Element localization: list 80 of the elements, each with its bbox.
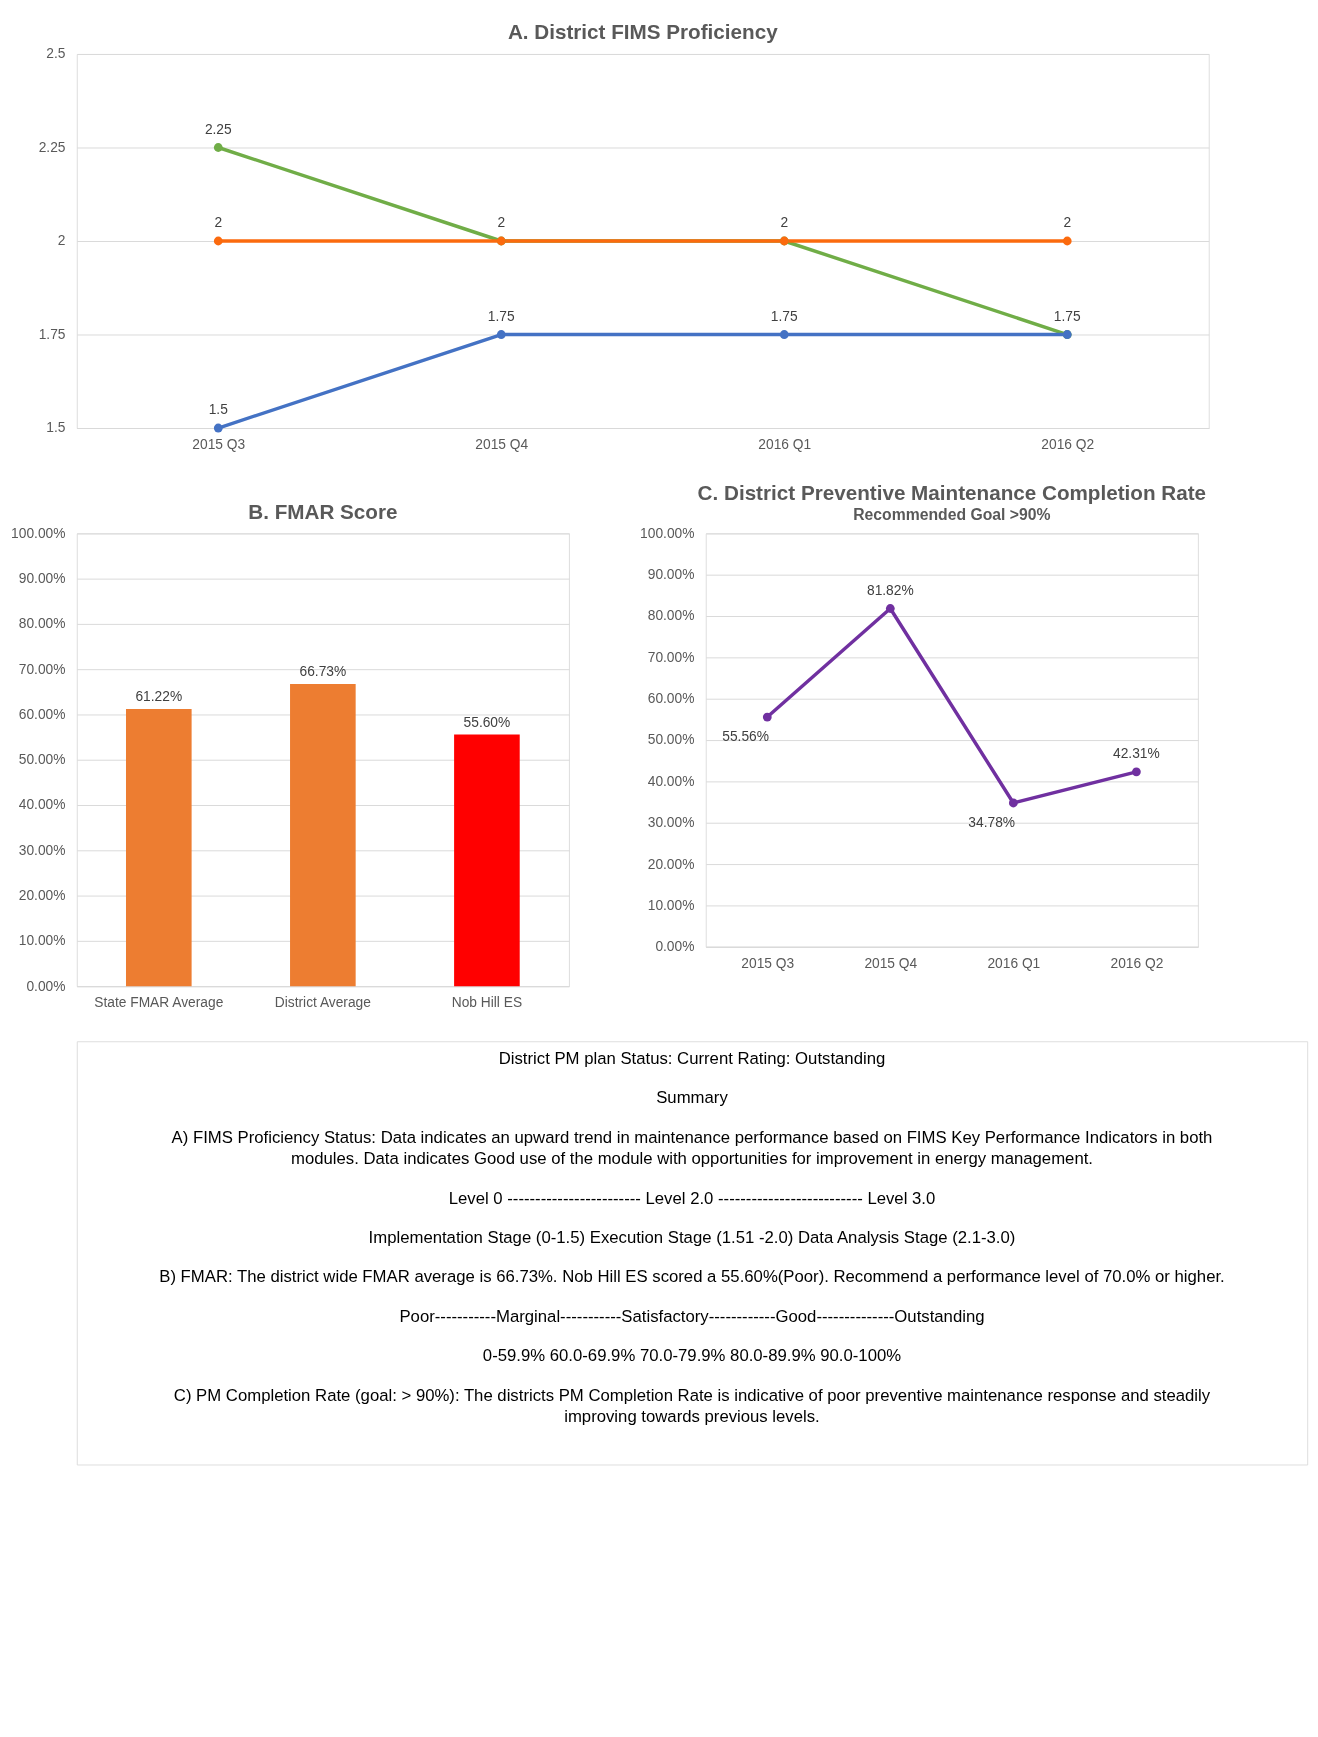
- text: Poor-----------Marginal-----------Satisfactory------------Good--------------Outstanding: [399, 1306, 985, 1326]
- point: [213, 143, 223, 152]
- x-tick-label: State FMAR Average: [94, 995, 224, 1011]
- data-label: 1.75: [487, 308, 515, 324]
- y-tick-label: 20.00%: [647, 856, 695, 872]
- data-label: 66.73%: [299, 664, 347, 680]
- x-tick-label: 2016 Q2: [1041, 437, 1095, 453]
- y-tick-label: 30.00%: [647, 815, 695, 831]
- data-label: 1.5: [208, 402, 229, 418]
- text: 0-59.9% 60.0-69.9% 70.0-79.9% 80.0-89.9% 90.0-100%: [482, 1346, 902, 1366]
- x-tick-label: 2016 Q1: [987, 955, 1041, 971]
- y-tick-label: 40.00%: [18, 797, 66, 813]
- point: [496, 330, 506, 339]
- x-tick-label: 2015 Q3: [192, 437, 246, 453]
- data-label: 81.82%: [866, 582, 914, 598]
- y-tick-label: 90.00%: [18, 571, 66, 587]
- y-tick-label: 1.75: [38, 326, 66, 342]
- data-label: 55.60%: [463, 714, 511, 730]
- text: Implementation Stage (0-1.5) Execution Stage (1.51 -2.0) Data Analysis Stage (2.1-3.0): [368, 1228, 1016, 1248]
- y-tick-label: 10.00%: [18, 933, 66, 949]
- text: Summary: [656, 1088, 729, 1108]
- point: [213, 423, 223, 433]
- point: [1131, 767, 1141, 777]
- y-tick-label: 100.00%: [640, 525, 695, 541]
- y-tick-label: 2.5: [46, 46, 66, 62]
- text: Level 0 ------------------------ Level 2.0 -------------------------- Level 3.0: [448, 1188, 936, 1208]
- x-tick-label: 2015 Q3: [741, 955, 795, 971]
- y-tick-label: 1.5: [46, 420, 66, 436]
- point: [213, 236, 223, 246]
- chart-subtitle: Recommended Goal >90%: [853, 505, 1051, 523]
- y-tick-label: 20.00%: [18, 888, 66, 904]
- text: C) PM Completion Rate (goal: > 90%): The districts PM Completion Rate is indicative of poor preventive maintenance response and steadily improving towards previous levels.: [173, 1385, 1211, 1427]
- y-tick-label: 0.00%: [655, 939, 695, 955]
- data-label: 61.22%: [135, 689, 183, 705]
- x-tick-label: 2016 Q1: [758, 437, 812, 453]
- x-tick-label: Nob Hill ES: [451, 995, 523, 1011]
- data-label: 42.31%: [1113, 746, 1160, 762]
- y-tick-label: 80.00%: [18, 616, 66, 632]
- data-label: 1.75: [770, 308, 798, 324]
- y-tick-label: 100.00%: [11, 525, 66, 541]
- bar: [454, 734, 520, 987]
- chart-title: C. District Preventive Maintenance Completion Rate: [697, 480, 1207, 504]
- chart-title: A. District FIMS Proficiency: [507, 20, 779, 44]
- bar: [125, 708, 192, 987]
- y-tick-label: 10.00%: [647, 897, 695, 913]
- y-tick-label: 30.00%: [18, 842, 66, 858]
- y-tick-label: 50.00%: [647, 732, 695, 748]
- y-tick-label: 0.00%: [26, 978, 66, 994]
- x-tick-label: 2015 Q4: [864, 955, 918, 971]
- y-tick-label: 60.00%: [647, 691, 695, 707]
- y-tick-label: 70.00%: [18, 661, 66, 677]
- point: [779, 330, 789, 339]
- y-tick-label: 40.00%: [647, 773, 695, 789]
- data-label: 2.25: [204, 121, 233, 137]
- data-label: 1.75: [1053, 308, 1081, 324]
- text: B) FMAR: The district wide FMAR average is 66.73%. Nob Hill ES scored a 55.60%(Poor). Recommend a performance level of 70.0% or higher.: [159, 1267, 1225, 1287]
- text: A) FIMS Proficiency Status: Data indicates an upward trend in maintenance performance based on FIMS Key Performance Indicators in both modules. Data indicates Good use of the module with opportunities for improvement in energy management.: [171, 1127, 1213, 1169]
- x-tick-label: District Average: [274, 995, 372, 1011]
- y-tick-label: 50.00%: [18, 752, 66, 768]
- point: [1008, 798, 1018, 808]
- data-label: 55.56%: [722, 728, 769, 744]
- chart-title: B. FMAR Score: [248, 499, 398, 523]
- y-tick-label: 2: [57, 233, 66, 249]
- data-label: 2: [780, 215, 789, 231]
- point: [762, 712, 772, 722]
- y-tick-label: 80.00%: [647, 608, 695, 624]
- data-label: 2: [497, 215, 506, 231]
- y-tick-label: 90.00%: [647, 567, 695, 583]
- x-tick-label: 2016 Q2: [1110, 955, 1164, 971]
- data-label: 2: [1063, 215, 1072, 231]
- y-tick-label: 60.00%: [18, 706, 66, 722]
- x-tick-label: 2015 Q4: [475, 437, 529, 453]
- data-label: 34.78%: [968, 814, 1016, 830]
- y-tick-label: 70.00%: [647, 649, 695, 665]
- point: [1062, 236, 1072, 246]
- bar: [290, 683, 356, 987]
- data-label: 2: [214, 215, 223, 231]
- point: [885, 604, 895, 613]
- y-tick-label: 2.25: [38, 139, 66, 155]
- text: District PM plan Status: Current Rating: Outstanding: [498, 1048, 886, 1068]
